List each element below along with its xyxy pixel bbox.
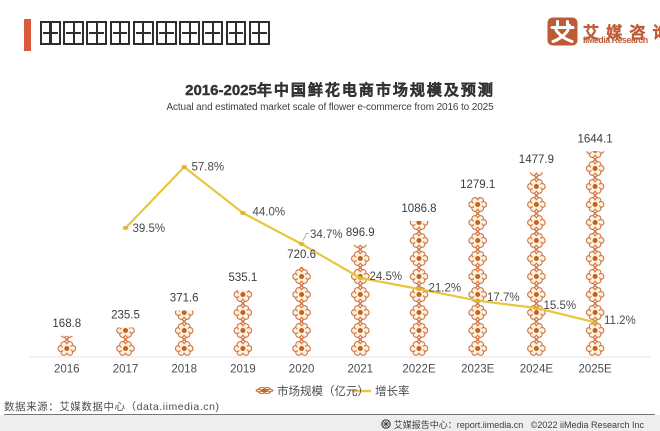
svg-text:235.5: 235.5 [111,310,140,322]
svg-text:2025E: 2025E [578,364,612,376]
svg-text:44.0%: 44.0% [253,207,286,219]
svg-text:2022E: 2022E [402,364,436,376]
svg-text:2021: 2021 [348,364,374,376]
svg-text:168.8: 168.8 [52,318,81,330]
svg-text:24.5%: 24.5% [370,271,403,283]
svg-text:市场规模（亿元）: 市场规模（亿元） [277,384,369,398]
svg-text:1086.8: 1086.8 [401,203,436,215]
svg-text:720.6: 720.6 [287,249,316,261]
svg-text:2024E: 2024E [520,364,554,376]
svg-text:增长率: 增长率 [375,384,410,398]
svg-text:21.2%: 21.2% [429,283,462,295]
svg-text:2017: 2017 [113,364,139,376]
svg-text:1279.1: 1279.1 [460,179,495,191]
svg-text:2018: 2018 [171,364,197,376]
svg-text:2019: 2019 [230,364,256,376]
svg-text:896.9: 896.9 [346,227,375,239]
svg-text:17.7%: 17.7% [487,292,520,304]
svg-text:2023E: 2023E [461,364,495,376]
svg-text:15.5%: 15.5% [544,300,577,312]
svg-text:34.7%: 34.7% [310,229,343,241]
svg-text:39.5%: 39.5% [133,223,166,235]
svg-text:2016: 2016 [54,364,80,376]
svg-text:371.6: 371.6 [170,293,199,305]
svg-text:535.1: 535.1 [229,272,258,284]
svg-text:1477.9: 1477.9 [519,154,554,166]
svg-text:57.8%: 57.8% [192,162,225,174]
svg-text:1644.1: 1644.1 [578,133,613,145]
svg-text:11.2%: 11.2% [604,315,636,327]
svg-text:2020: 2020 [289,364,315,376]
